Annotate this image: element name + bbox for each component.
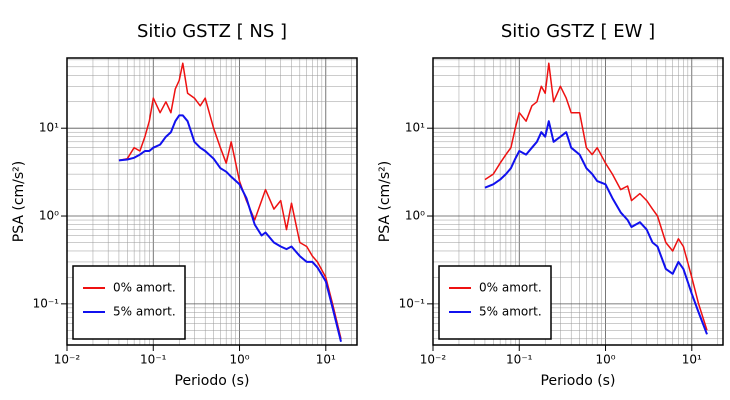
x-tick-label: 10⁻² [420, 353, 447, 367]
x-tick-label: 10⁰ [229, 353, 249, 367]
y-tick-label: 10⁰ [39, 209, 59, 223]
data-line [118, 62, 342, 339]
y-tick-label: 10⁰ [405, 209, 425, 223]
y-tick-label: 10⁻¹ [399, 296, 426, 310]
legend-label: 0% amort. [479, 281, 542, 295]
plot-frame [432, 57, 724, 346]
y-tick-label: 10¹ [39, 121, 59, 135]
y-axis-label: PSA (cm/s²) [11, 161, 27, 243]
x-tick-label: 10⁻¹ [506, 353, 533, 367]
x-tick-label: 10⁻² [54, 353, 81, 367]
data-line [118, 114, 342, 343]
data-line [484, 62, 708, 331]
chart-title: Sitio GSTZ [ EW ] [501, 21, 655, 42]
x-tick-label: 10⁻¹ [140, 353, 167, 367]
legend-label: 5% amort. [479, 305, 542, 319]
legend-box [72, 265, 186, 340]
y-tick-label: 10¹ [405, 121, 425, 135]
chart-title: Sitio GSTZ [ NS ] [137, 21, 287, 42]
data-line [484, 120, 708, 335]
x-axis-label: Periodo (s) [175, 373, 250, 389]
legend-label: 0% amort. [113, 281, 176, 295]
legend-box [438, 265, 552, 340]
plot-frame [66, 57, 358, 346]
y-tick-label: 10⁻¹ [33, 296, 60, 310]
x-tick-label: 10⁰ [595, 353, 615, 367]
legend-label: 5% amort. [113, 305, 176, 319]
y-axis-label: PSA (cm/s²) [377, 161, 393, 243]
x-tick-label: 10¹ [682, 353, 702, 367]
x-tick-label: 10¹ [316, 353, 336, 367]
x-axis-label: Periodo (s) [541, 373, 616, 389]
